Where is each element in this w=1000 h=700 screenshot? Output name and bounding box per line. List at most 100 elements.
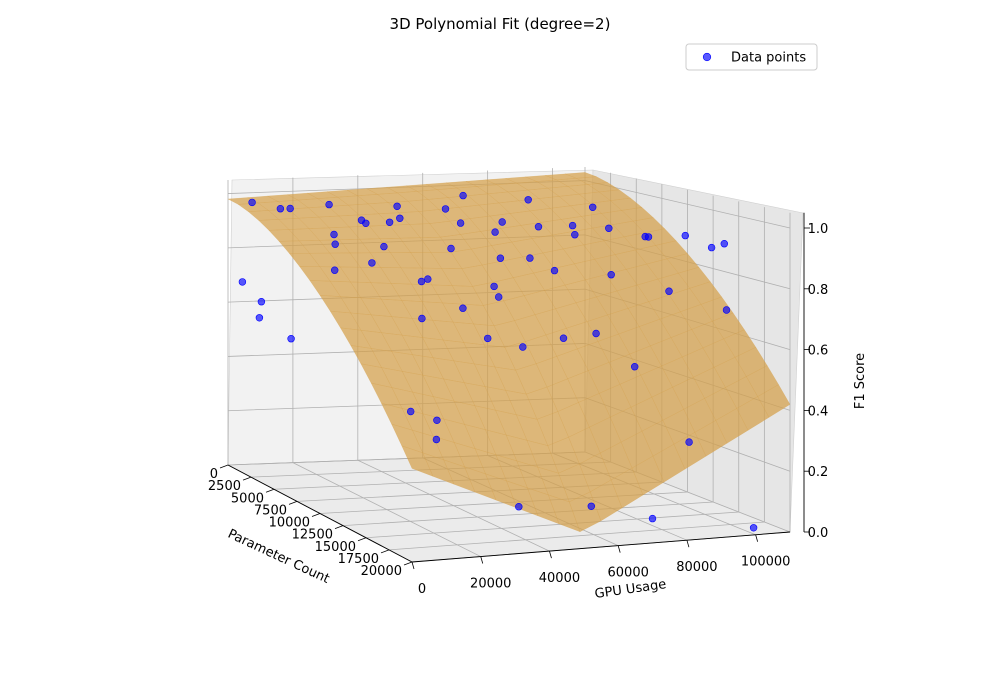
scatter-point bbox=[685, 438, 693, 446]
scatter-point bbox=[519, 343, 527, 351]
data-points bbox=[238, 191, 758, 532]
x-grid-line bbox=[365, 201, 740, 539]
legend-marker bbox=[702, 52, 712, 62]
scatter-point bbox=[325, 200, 333, 209]
scatter-point bbox=[368, 259, 376, 267]
scatter-point bbox=[588, 203, 597, 212]
y-tick-mark bbox=[617, 545, 621, 553]
x-tick-label: 17500 bbox=[338, 552, 379, 567]
scatter-point bbox=[559, 334, 568, 342]
x-tick-label: 15000 bbox=[315, 540, 356, 555]
y-tick-label: 20000 bbox=[470, 577, 511, 592]
x-tick-mark bbox=[265, 488, 275, 493]
scatter-point bbox=[607, 271, 615, 279]
x-tick-mark bbox=[242, 476, 252, 481]
scatter-point bbox=[550, 266, 559, 275]
z-tick-label: 0.6 bbox=[808, 344, 829, 359]
scatter-point bbox=[362, 219, 370, 228]
scatter-point bbox=[496, 254, 505, 262]
scatter-point bbox=[630, 363, 639, 371]
scatter-point bbox=[524, 196, 532, 204]
y-axis-line bbox=[411, 531, 791, 563]
scatter-point bbox=[587, 502, 595, 510]
scatter-point bbox=[331, 240, 339, 248]
scatter-point bbox=[330, 230, 338, 239]
scatter-point bbox=[498, 218, 506, 226]
scatter-point bbox=[648, 514, 657, 523]
legend: Data points bbox=[685, 43, 818, 71]
scatter-point bbox=[484, 334, 492, 343]
scatter-point bbox=[722, 306, 731, 314]
x-tick-label: 0 bbox=[210, 467, 218, 482]
scatter-point bbox=[286, 204, 294, 213]
x-tick-label: 10000 bbox=[269, 516, 310, 531]
scatter-point bbox=[491, 228, 499, 236]
scatter-point bbox=[441, 205, 450, 213]
scatter-point bbox=[592, 329, 600, 338]
y-tick-label: 60000 bbox=[608, 566, 649, 581]
scatter-point bbox=[707, 243, 716, 252]
scatter-point bbox=[571, 231, 579, 239]
scatter-point bbox=[418, 314, 426, 323]
z-tick-label: 0.4 bbox=[808, 404, 829, 419]
y-axis-label: GPU Usage bbox=[594, 577, 667, 602]
x-tick-mark bbox=[403, 561, 413, 566]
y-tick-mark bbox=[480, 556, 484, 564]
scatter-point bbox=[490, 282, 498, 291]
surface-patch bbox=[757, 384, 791, 418]
z-tick-label: 0.8 bbox=[808, 283, 829, 298]
scatter-point bbox=[515, 503, 523, 511]
scatter-point bbox=[248, 198, 256, 207]
z-axis-ticks: 0.0 0.2 0.4 0.6 0.8 1.0 bbox=[804, 222, 828, 541]
scatter-point bbox=[447, 244, 455, 253]
scatter-point bbox=[526, 254, 534, 262]
chart-title: 3D Polynomial Fit (degree=2) bbox=[390, 15, 611, 33]
y-tick-label: 40000 bbox=[539, 571, 580, 586]
x-tick-mark bbox=[334, 525, 344, 529]
scatter-point bbox=[456, 219, 465, 227]
scatter-point bbox=[393, 202, 401, 211]
y-tick-mark bbox=[549, 550, 552, 559]
x-tick-mark bbox=[219, 464, 229, 469]
y-tick-mark bbox=[686, 540, 690, 548]
scatter-point bbox=[641, 232, 649, 241]
scatter-point bbox=[385, 218, 394, 227]
scatter-point bbox=[534, 223, 543, 231]
scatter-point bbox=[749, 524, 758, 532]
scatter-point bbox=[396, 214, 404, 223]
z-tick-label: 1.0 bbox=[808, 222, 829, 237]
x-tick-label: 20000 bbox=[361, 564, 402, 579]
x-tick-mark bbox=[380, 549, 390, 554]
legend-box bbox=[685, 43, 818, 71]
x-tick-mark bbox=[311, 513, 321, 517]
y-axis-ticks: 0 20000 40000 60000 80000 100000 bbox=[411, 534, 791, 597]
scatter-point bbox=[433, 416, 441, 424]
y-tick-label: 0 bbox=[418, 582, 426, 597]
scatter-point bbox=[459, 191, 467, 200]
y-tick-mark bbox=[411, 561, 415, 570]
scatter-point bbox=[407, 407, 415, 416]
scatter-point bbox=[276, 205, 285, 213]
x-tick-label: 12500 bbox=[292, 528, 333, 543]
legend-label: Data points bbox=[731, 51, 806, 66]
scatter-point bbox=[432, 435, 441, 444]
y-tick-label: 80000 bbox=[676, 560, 717, 575]
scatter-point bbox=[495, 293, 503, 301]
z-tick-label: 0.2 bbox=[808, 465, 829, 480]
x-tick-mark bbox=[357, 537, 367, 542]
x-tick-label: 5000 bbox=[231, 491, 264, 506]
scatter-point bbox=[417, 277, 426, 286]
scatter-point bbox=[255, 314, 264, 322]
y-tick-mark bbox=[755, 534, 759, 542]
scatter-point bbox=[257, 298, 266, 306]
scatter-point bbox=[681, 231, 689, 240]
x-tick-label: 7500 bbox=[254, 503, 287, 518]
scatter-point bbox=[720, 240, 728, 248]
x-tick-mark bbox=[288, 501, 298, 505]
scatter-point bbox=[331, 266, 339, 274]
y-tick-label: 100000 bbox=[741, 555, 791, 570]
scatter-point bbox=[459, 304, 467, 312]
scatter-point bbox=[568, 221, 577, 230]
